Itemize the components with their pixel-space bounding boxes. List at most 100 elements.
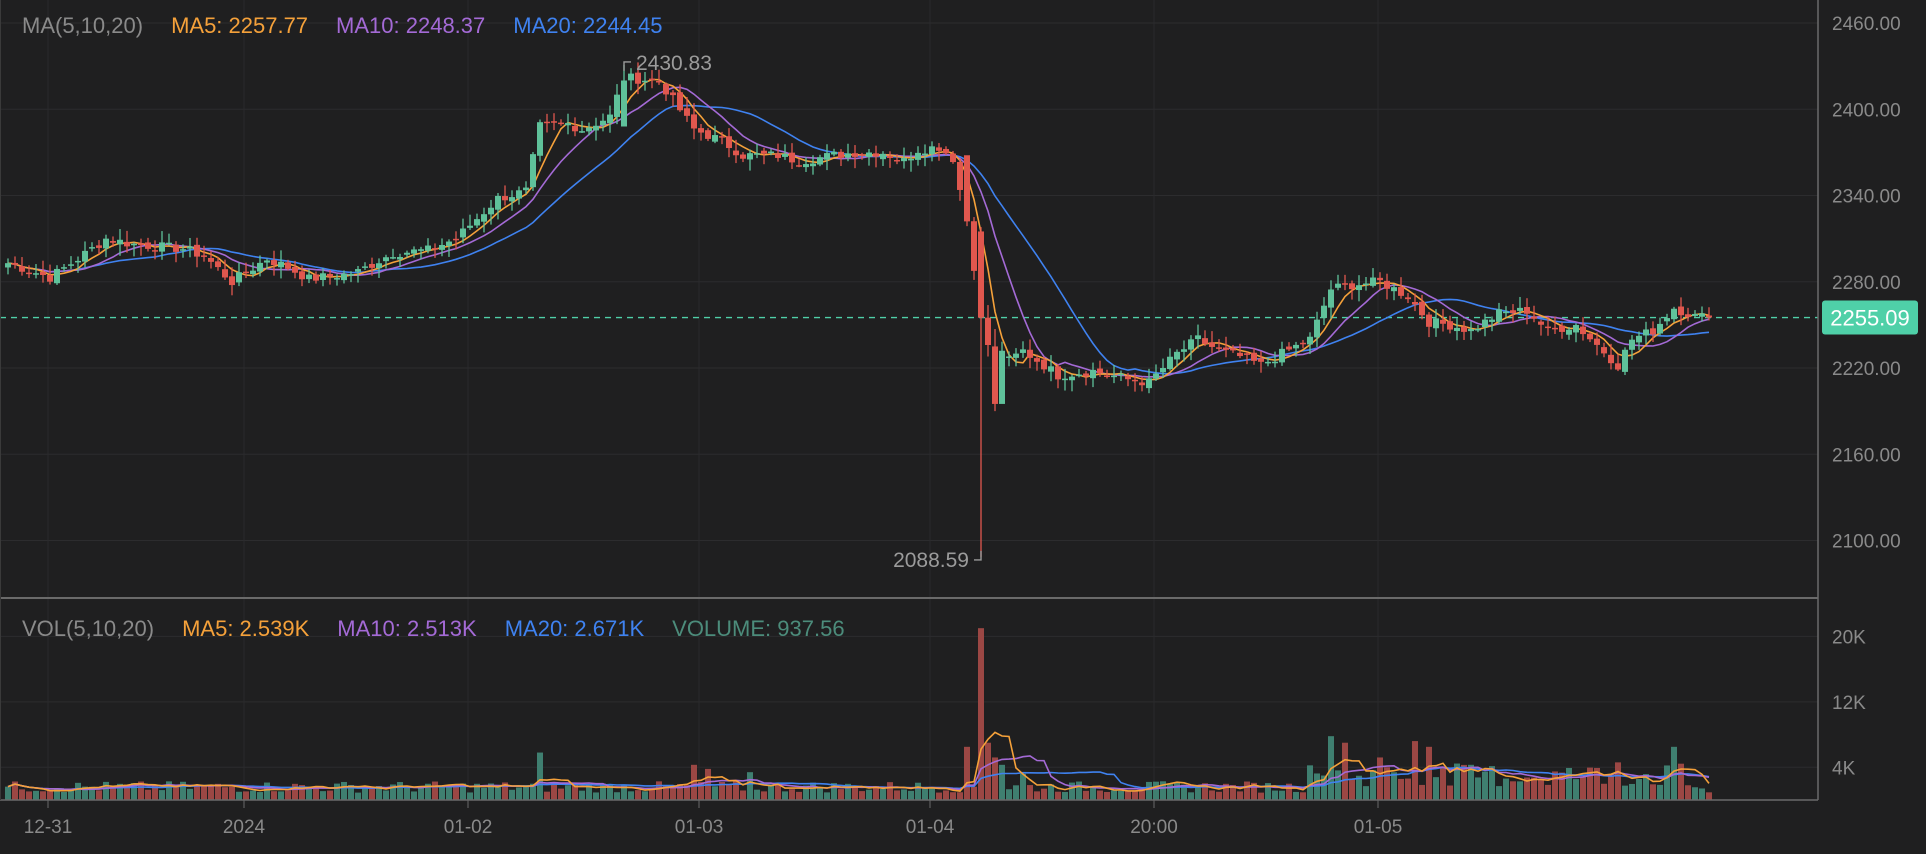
volume-bar <box>1622 785 1628 800</box>
volume-bar <box>530 783 536 800</box>
candle-body <box>1202 338 1208 344</box>
time-tick-label: 01-03 <box>675 817 724 838</box>
candle-body <box>810 163 816 167</box>
candle-body <box>1286 346 1292 350</box>
candle-body <box>5 263 11 268</box>
candle-body <box>537 122 543 156</box>
volume-bar <box>1391 772 1397 800</box>
candle-body <box>1503 311 1509 314</box>
candle-body <box>54 268 60 284</box>
volume-bar <box>1447 785 1453 800</box>
volume-bar <box>1321 775 1327 800</box>
volume-bar <box>495 786 501 800</box>
volume-bar <box>964 746 970 800</box>
candle-body <box>887 155 893 158</box>
candle-body <box>950 153 956 163</box>
volume-bar <box>1090 786 1096 800</box>
candle-body <box>1524 307 1530 314</box>
candle-body <box>285 262 291 269</box>
candle-body <box>166 242 172 245</box>
candle-body <box>1650 328 1656 335</box>
candle-body <box>901 158 907 162</box>
candle-body <box>1132 379 1138 382</box>
candle-body <box>131 243 137 246</box>
candle-body <box>579 131 585 133</box>
candle-body <box>453 238 459 241</box>
volume-bar <box>950 792 956 800</box>
volume-bar <box>145 789 151 800</box>
volume-bar <box>166 781 172 800</box>
candle-body <box>516 190 522 199</box>
volume-bar <box>733 781 739 800</box>
candle-body <box>138 243 144 246</box>
price-tick-label: 2160.00 <box>1832 445 1901 466</box>
chart-axes: 2460.00 2400.00 2340.00 2280.00 2220.00 2160.… <box>0 0 1901 838</box>
candle-body <box>159 242 165 252</box>
volume-bar <box>1013 785 1019 800</box>
volume-bar <box>201 786 207 800</box>
candle-body <box>1027 349 1033 358</box>
candle-body <box>747 153 753 160</box>
candle-body <box>432 248 438 250</box>
candle-body <box>1272 361 1278 364</box>
time-tick-label: 12-31 <box>24 817 73 838</box>
candle-body <box>558 122 564 125</box>
candle-body <box>796 165 802 167</box>
candle-body <box>1216 347 1222 349</box>
candle-body <box>1391 287 1397 292</box>
time-tick-label: 01-02 <box>444 817 493 838</box>
candle-body <box>1335 283 1341 288</box>
candle-body <box>1307 336 1313 345</box>
volume-bar <box>390 784 396 800</box>
volume-bar <box>1699 788 1705 800</box>
volume-bar <box>243 791 249 800</box>
candle-body <box>572 125 578 132</box>
volume-bar <box>1398 778 1404 800</box>
candle-body <box>1468 329 1474 332</box>
volume-bar <box>208 784 214 800</box>
volume-bar <box>971 786 977 800</box>
candle-body <box>1489 319 1495 322</box>
volume-bar <box>1335 770 1341 800</box>
volume-bar <box>1237 791 1243 800</box>
candle-body <box>726 136 732 149</box>
candle-body <box>425 245 431 251</box>
candle-body <box>1426 314 1432 327</box>
volume-bar <box>1545 784 1551 800</box>
candle-body <box>397 256 403 260</box>
volume-bar <box>299 785 305 800</box>
candle-body <box>278 261 284 268</box>
candle-body <box>362 266 368 268</box>
candle-body <box>691 114 697 129</box>
candle-body <box>1013 353 1019 358</box>
candle-body <box>194 244 200 257</box>
volume-bar <box>334 783 340 800</box>
volume-bar <box>376 786 382 800</box>
candle-body <box>1545 326 1551 329</box>
volume-bar <box>75 782 81 800</box>
candle-body <box>1349 283 1355 290</box>
candle-body <box>1657 323 1663 334</box>
candle-body <box>1685 314 1691 318</box>
volume-bar <box>558 788 564 800</box>
candle-body <box>61 267 67 269</box>
candle-body <box>320 273 326 281</box>
volume-bar <box>1216 791 1222 800</box>
candle-body <box>495 195 501 210</box>
volume-bar <box>1643 774 1649 800</box>
candle-body <box>1363 283 1369 286</box>
volume-bar <box>754 789 760 800</box>
candle-body <box>1496 309 1502 322</box>
candle-body <box>824 153 830 160</box>
candle-body <box>187 246 193 249</box>
chart-grid <box>0 0 1818 800</box>
volume-bar <box>698 782 704 800</box>
volume-bar <box>670 785 676 800</box>
candle-body <box>593 125 599 131</box>
candle-body <box>873 153 879 157</box>
candle-body <box>390 257 396 259</box>
volume-bar <box>593 792 599 800</box>
candle-body <box>1531 316 1537 319</box>
volume-bar <box>313 786 319 800</box>
